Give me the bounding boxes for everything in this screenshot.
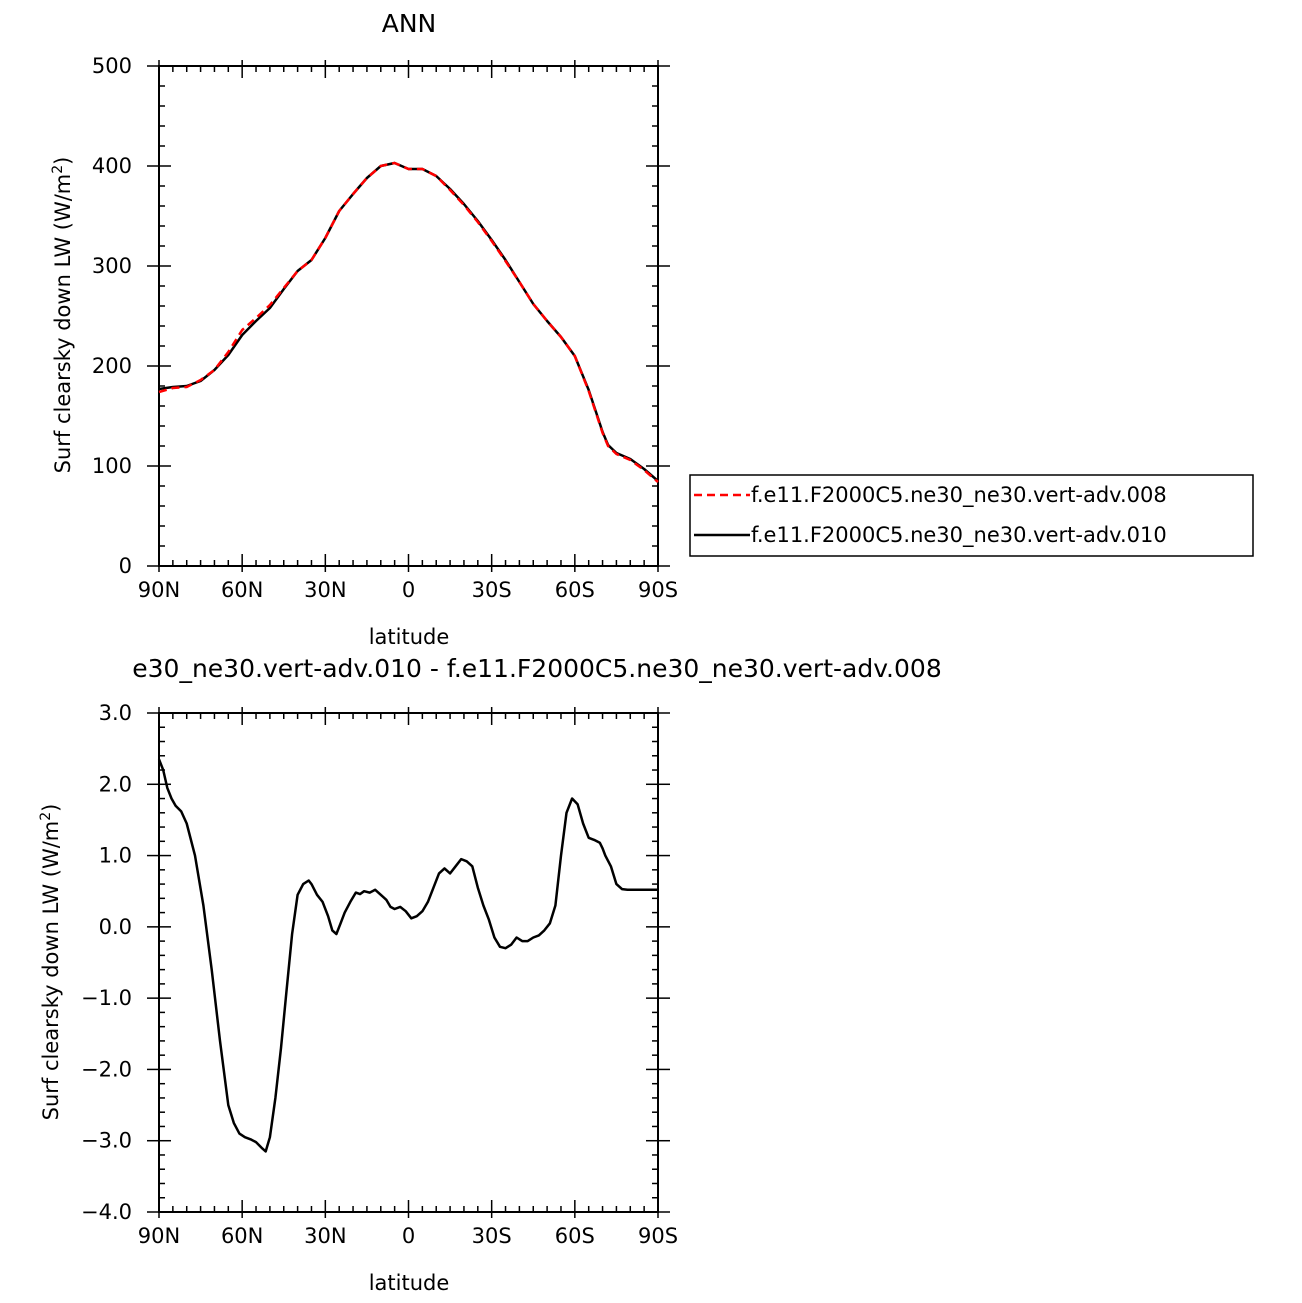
y-tick-label: 0.0 [99,915,132,939]
legend-label-008: f.e11.F2000C5.ne30_ne30.vert-adv.008 [751,483,1167,508]
y-tick-label: 400 [92,154,132,178]
top-panel-title: ANN [382,9,437,38]
plot-border [158,712,659,1213]
bottom-series-lines [157,758,658,1153]
legend: f.e11.F2000C5.ne30_ne30.vert-adv.008 f.e… [689,474,1254,557]
top-y-axis-label-main: Surf clearsky down LW (W/m [51,174,75,474]
x-tick-label: 30N [304,1224,346,1248]
y-tick-label: 200 [92,354,132,378]
bottom-panel-title: e30_ne30.vert-adv.010 - f.e11.F2000C5.ne… [132,654,941,683]
y-tick-label: −3.0 [81,1129,132,1153]
x-tick-label: 0 [402,1224,415,1248]
x-tick-label: 90N [138,578,180,602]
bottom-axis-ticks: 90N 60N 30N 0 30S 60S 90S −4.0 −3.0 −2.0 −1.0 0.0 1.… [81,701,678,1248]
x-tick-label: 30S [472,578,512,602]
y-tick-label: 2.0 [99,772,132,796]
top-y-axis-label-superscript: 2 [50,165,66,174]
x-tick-label: 90S [638,578,678,602]
legend-label-010: f.e11.F2000C5.ne30_ne30.vert-adv.010 [751,523,1167,548]
series-line-1 [158,161,659,482]
y-tick-label: 1.0 [99,844,132,868]
series-line-0 [158,161,659,483]
y-tick-label: 0 [119,554,132,578]
top-y-axis-label-close: ) [51,157,75,165]
y-tick-label: 300 [92,254,132,278]
top-y-axis-label: Surf clearsky down LW (W/m2) [50,157,75,474]
y-tick-label: 3.0 [99,701,132,725]
y-tick-label: −1.0 [81,986,132,1010]
bottom-y-axis-label-superscript: 2 [38,812,54,821]
bottom-y-axis-label-main: Surf clearsky down LW (W/m [39,821,63,1121]
x-tick-label: 60N [221,1224,263,1248]
x-tick-label: 60N [221,578,263,602]
x-tick-label: 60S [555,1224,595,1248]
x-tick-label: 0 [402,578,415,602]
bottom-x-axis-label: latitude [369,1271,450,1295]
series-line-0 [157,758,658,1153]
x-tick-label: 60S [555,578,595,602]
bottom-plot-frame [158,712,659,1213]
x-tick-label: 90S [638,1224,678,1248]
bottom-panel: e30_ne30.vert-adv.010 - f.e11.F2000C5.ne… [38,654,942,1295]
x-tick-label: 30S [472,1224,512,1248]
legend-box [689,474,1254,557]
top-axis-ticks: 90N 60N 30N 0 30S 60S 90S 0 100 200 300 400 500 [92,54,678,602]
y-tick-label: 500 [92,54,132,78]
y-tick-label: −4.0 [81,1200,132,1224]
bottom-y-axis-label: Surf clearsky down LW (W/m2) [38,804,63,1121]
top-series-lines [158,161,659,483]
y-tick-label: 100 [92,454,132,478]
y-tick-label: −2.0 [81,1057,132,1081]
top-panel: ANN latitude Surf clearsky down LW (W/m2… [50,9,1254,649]
top-plot-frame [158,65,659,567]
x-tick-label: 30N [304,578,346,602]
top-x-axis-label: latitude [369,625,450,649]
x-tick-label: 90N [138,1224,180,1248]
plot-border [158,65,659,567]
bottom-y-axis-label-close: ) [39,804,63,812]
